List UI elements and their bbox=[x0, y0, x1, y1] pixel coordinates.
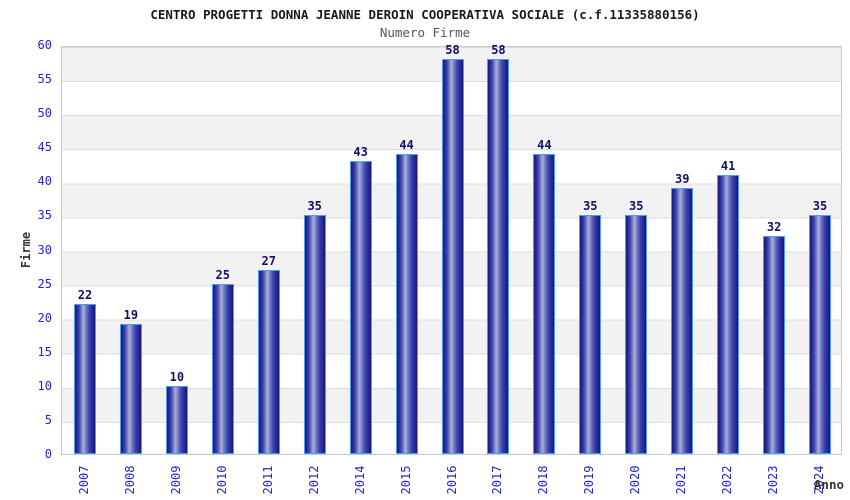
x-tick-label-2015: 2015 bbox=[398, 465, 413, 495]
y-tick-label-25: 25 bbox=[37, 276, 52, 291]
bar-value-2017: 58 bbox=[491, 43, 506, 57]
bar-2015 bbox=[395, 154, 418, 454]
bar-value-2016: 58 bbox=[445, 43, 460, 57]
bar-2018 bbox=[533, 154, 556, 454]
bar-2023 bbox=[763, 236, 786, 454]
bar-value-2008: 19 bbox=[123, 308, 139, 322]
bar-2019 bbox=[579, 215, 602, 454]
bar-value-2018: 44 bbox=[537, 138, 552, 152]
y-tick-label-10: 10 bbox=[37, 378, 52, 393]
bar-2022 bbox=[717, 175, 740, 454]
bar-value-2022: 41 bbox=[720, 159, 736, 173]
bar-2021 bbox=[671, 188, 694, 454]
bar-value-2009: 10 bbox=[169, 370, 185, 384]
bar-2014 bbox=[349, 161, 372, 454]
y-tick-label-30: 30 bbox=[37, 242, 52, 257]
y-tick-label-55: 55 bbox=[37, 72, 52, 87]
bar-value-2019: 35 bbox=[583, 199, 598, 213]
bar-value-2010: 25 bbox=[215, 268, 230, 282]
bar-2009 bbox=[165, 386, 188, 454]
bar-value-2024: 35 bbox=[812, 199, 828, 213]
bar-2007 bbox=[73, 304, 96, 454]
bar-2011 bbox=[257, 270, 280, 454]
bar-value-2023: 32 bbox=[766, 220, 782, 234]
x-tick-label-2007: 2007 bbox=[76, 465, 91, 495]
y-tick-label-15: 15 bbox=[37, 344, 52, 359]
bar-2012 bbox=[303, 215, 326, 454]
plot-area: 22 19 10 25 27 35 43 44 58 58 44 35 35 39 41 32 35 bbox=[61, 43, 842, 455]
bar-value-2012: 35 bbox=[307, 199, 322, 213]
bar-2024 bbox=[809, 215, 832, 454]
x-tick-label-2016: 2016 bbox=[444, 465, 459, 495]
y-tick-label-0: 0 bbox=[44, 447, 52, 461]
bar-2017 bbox=[487, 59, 510, 454]
bar-value-2014: 43 bbox=[353, 145, 368, 159]
x-tick-label-2014: 2014 bbox=[352, 465, 367, 495]
x-tick-label-2012: 2012 bbox=[306, 465, 321, 495]
bar-value-2011: 27 bbox=[261, 254, 276, 268]
x-tick-label-2021: 2021 bbox=[674, 465, 689, 495]
x-tick-label-2009: 2009 bbox=[168, 465, 183, 495]
chart-title: CENTRO PROGETTI DONNA JEANNE DEROIN COOP… bbox=[150, 7, 700, 22]
y-tick-label-5: 5 bbox=[44, 412, 52, 427]
y-tick-label-45: 45 bbox=[37, 140, 52, 155]
x-tick-label-2019: 2019 bbox=[582, 465, 597, 495]
x-tick-label-2008: 2008 bbox=[122, 465, 137, 495]
bar-2016 bbox=[441, 59, 464, 454]
x-tick-label-2011: 2011 bbox=[260, 465, 275, 495]
chart-subtitle: Numero Firme bbox=[379, 25, 471, 40]
x-tick-label-2018: 2018 bbox=[536, 465, 551, 495]
bar-value-2007: 22 bbox=[77, 288, 93, 302]
x-tick-label-2010: 2010 bbox=[214, 465, 229, 495]
x-tick-label-2023: 2023 bbox=[766, 465, 781, 495]
y-tick-label-35: 35 bbox=[37, 208, 52, 223]
x-tick-label-2020: 2020 bbox=[628, 465, 643, 495]
bar-value-2020: 35 bbox=[629, 199, 644, 213]
bar-value-2015: 44 bbox=[399, 138, 414, 152]
x-axis-title: Anno bbox=[813, 477, 844, 492]
bar-2008 bbox=[119, 324, 142, 454]
x-tick-label-2017: 2017 bbox=[490, 465, 505, 495]
bar-2010 bbox=[211, 284, 234, 454]
y-tick-label-50: 50 bbox=[37, 106, 52, 121]
y-tick-label-40: 40 bbox=[37, 174, 52, 189]
bar-value-2021: 39 bbox=[674, 172, 690, 186]
y-tick-label-60: 60 bbox=[37, 38, 52, 52]
y-tick-label-20: 20 bbox=[37, 310, 52, 325]
x-tick-label-2022: 2022 bbox=[720, 465, 735, 495]
bar-2020 bbox=[625, 215, 648, 454]
